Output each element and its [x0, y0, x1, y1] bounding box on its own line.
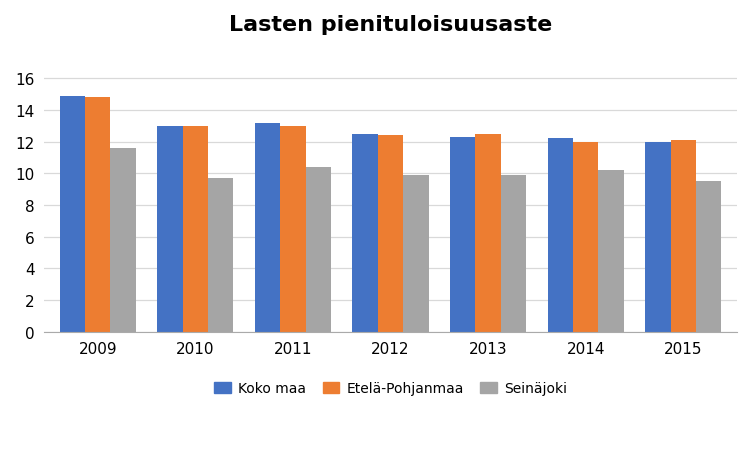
Bar: [573, 143, 599, 332]
Bar: [111, 149, 136, 332]
Bar: [599, 171, 624, 332]
Bar: [403, 175, 429, 332]
Bar: [645, 143, 671, 332]
Bar: [59, 97, 85, 332]
Bar: [183, 127, 208, 332]
Bar: [255, 124, 280, 332]
Bar: [353, 134, 378, 332]
Bar: [696, 182, 721, 332]
Bar: [450, 138, 475, 332]
Bar: [547, 139, 573, 332]
Bar: [157, 127, 183, 332]
Bar: [85, 98, 111, 332]
Bar: [475, 134, 501, 332]
Bar: [305, 168, 331, 332]
Bar: [208, 179, 233, 332]
Bar: [280, 127, 305, 332]
Legend: Koko maa, Etelä-Pohjanmaa, Seinäjoki: Koko maa, Etelä-Pohjanmaa, Seinäjoki: [209, 376, 572, 401]
Title: Lasten pienituloisuusaste: Lasten pienituloisuusaste: [229, 15, 552, 35]
Bar: [501, 175, 526, 332]
Bar: [671, 141, 696, 332]
Bar: [378, 136, 403, 332]
